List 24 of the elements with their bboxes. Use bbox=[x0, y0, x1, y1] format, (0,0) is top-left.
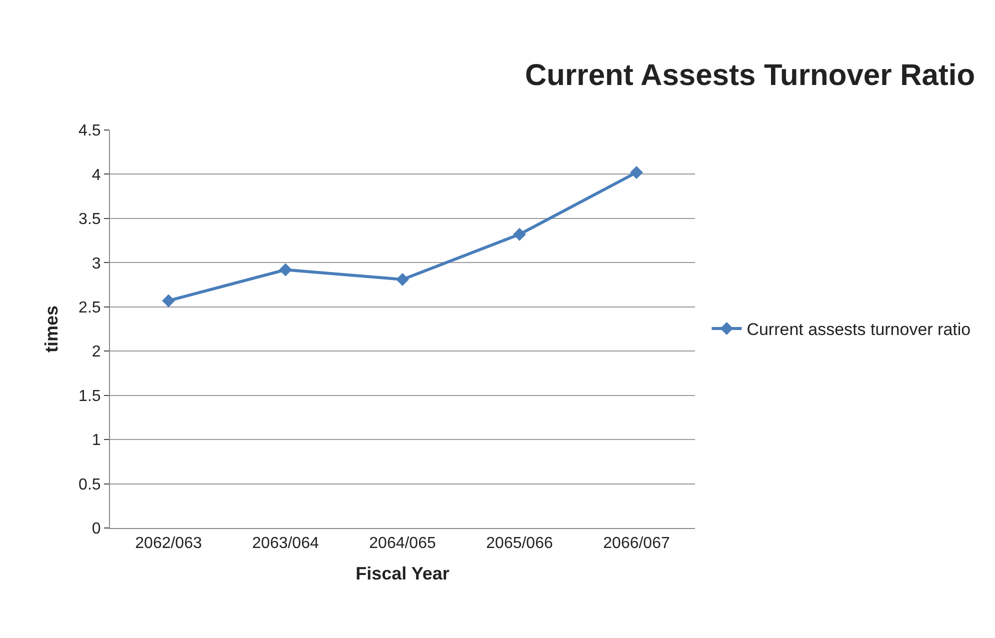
x-tick-label: 2062/063 bbox=[135, 535, 202, 552]
y-axis-title: times bbox=[42, 305, 62, 353]
point bbox=[513, 228, 526, 241]
y-tick-label: 2.5 bbox=[78, 299, 101, 316]
y-tick-label: 1 bbox=[92, 432, 101, 450]
chart-title: Current Assests Turnover Ratio bbox=[524, 58, 976, 92]
point bbox=[630, 166, 643, 179]
x-tick-label: 2065/066 bbox=[486, 535, 553, 552]
x-tick-label: 2063/064 bbox=[252, 535, 319, 552]
point bbox=[396, 272, 409, 286]
x-tick-label: 2064/065 bbox=[369, 535, 436, 552]
y-tick-label: 2 bbox=[92, 344, 101, 361]
y-tick-label: 4.5 bbox=[78, 122, 101, 140]
y-tick-label: 0 bbox=[92, 520, 101, 538]
y-tick-label: 4 bbox=[92, 166, 101, 184]
x-axis-title: Fiscal Year bbox=[356, 563, 450, 584]
y-tick-label: 1.5 bbox=[78, 388, 101, 405]
point bbox=[162, 294, 175, 308]
x-tick-label: 2066/067 bbox=[603, 535, 670, 552]
y-tick-label: 0.5 bbox=[78, 476, 101, 494]
y-tick-label: 3.5 bbox=[78, 211, 101, 228]
legend-label: Current assests turnover ratio bbox=[746, 320, 971, 340]
y-tick-label: 3 bbox=[92, 255, 101, 272]
point bbox=[279, 263, 292, 276]
